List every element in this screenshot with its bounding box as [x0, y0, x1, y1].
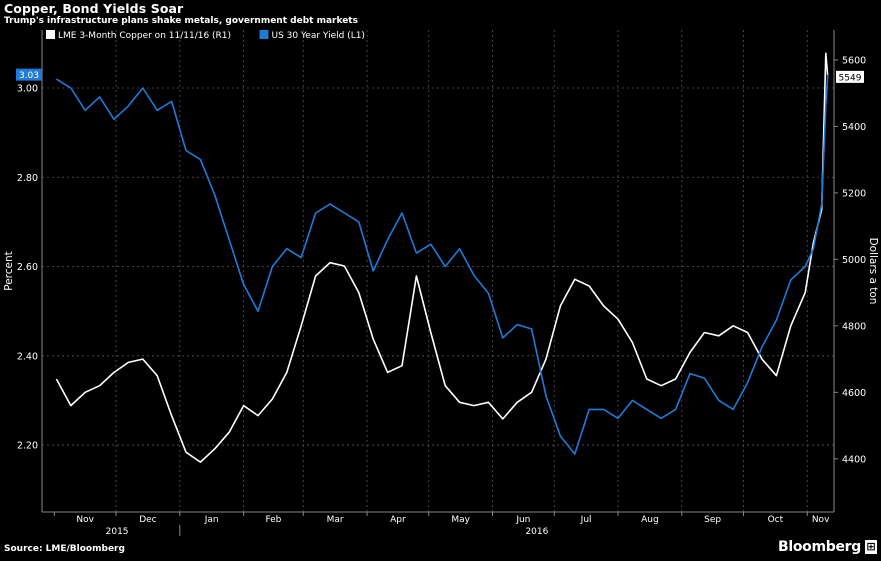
x-tick-label: Mar: [327, 515, 344, 525]
legend-label: US 30 Year Yield (L1): [272, 31, 365, 41]
legend-swatch: [46, 30, 55, 39]
legend: LME 3-Month Copper on 11/11/16 (R1) US 30…: [46, 30, 365, 41]
x-tick-label: Jul: [580, 515, 592, 525]
x-tick-label: Feb: [265, 515, 281, 525]
chart-subtitle: Trump's infrastructure plans shake metal…: [4, 16, 358, 26]
x-tick-label: May: [451, 515, 470, 525]
legend-swatch: [259, 30, 269, 39]
x-tick-label: Jun: [515, 515, 530, 525]
right-tick-label: 5200: [842, 188, 866, 199]
left-tick-label: 3.00: [17, 84, 38, 95]
x-tick-label: Aug: [641, 515, 659, 525]
source-note: Source: LME/Bloomberg: [4, 544, 125, 554]
bloomberg-mark-icon: ⊞: [865, 540, 877, 554]
x-tick-label: Nov: [812, 515, 830, 525]
bloomberg-logo: Bloomberg: [777, 539, 861, 555]
x-tick-label: Sep: [704, 515, 721, 525]
left-tick-label: 2.60: [17, 262, 38, 273]
axis-labels: 3.00 2.80 2.60 2.40 2.20 5600 5400 5200 5000 4800…: [3, 55, 879, 537]
right-tick-label: 5000: [842, 255, 866, 266]
gridlines: [42, 30, 834, 512]
left-tick-label: 2.80: [17, 173, 38, 184]
right-tick-label: 5600: [842, 55, 866, 66]
x-tick-label: Nov: [76, 515, 94, 525]
right-tick-label: 5400: [842, 122, 866, 133]
copper-line: [55, 52, 829, 463]
left-tick-label: 2.40: [17, 351, 38, 362]
copper-last-value-label: 5549: [839, 73, 862, 83]
right-tick-label: 4400: [842, 454, 866, 465]
left-axis-title: Percent: [3, 251, 15, 291]
right-axis-title: Dollars a ton: [867, 238, 879, 305]
year-label: 2015: [106, 527, 129, 537]
right-tick-label: 4800: [842, 321, 866, 332]
copper-last-value-tag: [836, 70, 864, 83]
right-tick-label: 4600: [842, 388, 866, 399]
yield-last-value-label: 3.03: [19, 71, 39, 81]
series-lines: [55, 52, 829, 463]
x-tick-label: Apr: [390, 515, 406, 525]
yield-last-value-tag: [16, 68, 42, 81]
axes: [41, 30, 838, 536]
year-label: 2016: [525, 527, 548, 537]
yield-line: [55, 74, 829, 455]
left-tick-label: 2.20: [17, 441, 38, 452]
legend-label: LME 3-Month Copper on 11/11/16 (R1): [58, 31, 231, 41]
x-tick-label: Jan: [204, 515, 219, 525]
chart-title: Copper, Bond Yields Soar: [4, 1, 184, 16]
x-tick-label: Dec: [139, 515, 156, 525]
x-tick-label: Oct: [768, 515, 784, 525]
